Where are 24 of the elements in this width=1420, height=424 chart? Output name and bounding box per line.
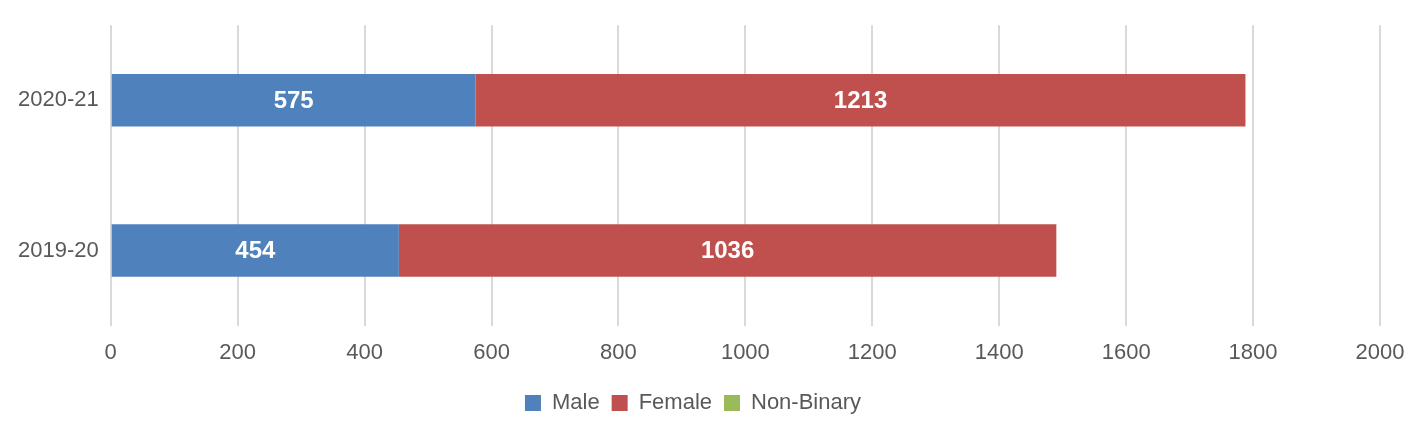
x-tick-label: 2000: [1355, 338, 1405, 364]
x-tick-label: 1600: [1101, 338, 1151, 364]
x-tick-label: 800: [600, 338, 637, 364]
data-label: 575: [273, 85, 314, 113]
x-tick-label: 200: [219, 338, 257, 364]
x-tick-label: 1200: [847, 338, 897, 364]
legend-label: Female: [638, 389, 712, 415]
legend-label: Male: [551, 389, 600, 415]
bar: [111, 74, 476, 127]
bar: [475, 74, 1246, 127]
data-label: 1036: [700, 236, 755, 264]
data-label: 454: [235, 236, 276, 264]
x-tick-label: 0: [104, 338, 117, 364]
y-tick-label: 2019-20: [17, 236, 99, 262]
x-tick-label: 600: [473, 338, 510, 364]
bar: [398, 224, 1057, 277]
legend-label: Non-Binary: [751, 389, 862, 415]
x-tick-label: 1000: [720, 338, 770, 364]
x-tick-label: 1800: [1228, 338, 1278, 364]
y-tick-label: 2020-21: [17, 86, 99, 112]
x-tick-label: 1400: [974, 338, 1024, 364]
x-tick-label: 400: [346, 338, 383, 364]
bar: [111, 224, 399, 277]
data-label: 1213: [833, 85, 888, 113]
